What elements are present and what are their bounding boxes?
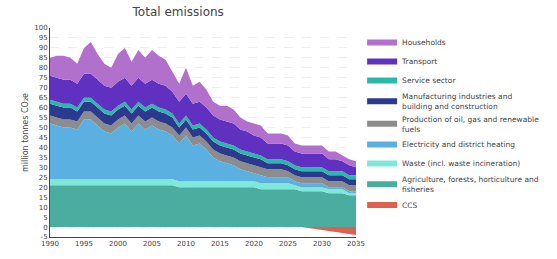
svg-text:2025: 2025 xyxy=(279,240,297,248)
svg-text:45: 45 xyxy=(39,134,48,142)
svg-text:75: 75 xyxy=(39,74,48,82)
svg-text:15: 15 xyxy=(39,194,48,202)
svg-text:20: 20 xyxy=(39,184,48,192)
svg-text:Service sector: Service sector xyxy=(402,76,456,85)
svg-text:Transport: Transport xyxy=(401,57,437,66)
svg-text:25: 25 xyxy=(39,174,48,182)
svg-text:0: 0 xyxy=(43,224,47,232)
svg-text:65: 65 xyxy=(39,94,48,102)
svg-text:1995: 1995 xyxy=(75,240,93,248)
svg-text:5: 5 xyxy=(43,214,47,222)
svg-text:30: 30 xyxy=(39,164,48,172)
svg-text:100: 100 xyxy=(34,24,47,32)
svg-text:Agriculture, forests, horticul: Agriculture, forests, horticulture andfi… xyxy=(402,175,539,194)
svg-text:2000: 2000 xyxy=(109,240,127,248)
svg-text:40: 40 xyxy=(39,144,48,152)
svg-text:-5: -5 xyxy=(41,233,48,241)
svg-text:70: 70 xyxy=(39,84,48,92)
svg-text:2020: 2020 xyxy=(245,240,263,248)
svg-text:90: 90 xyxy=(39,44,48,52)
svg-text:Production of oil, gas and ren: Production of oil, gas and renewablefuel… xyxy=(402,115,539,134)
svg-text:10: 10 xyxy=(39,204,48,212)
svg-text:95: 95 xyxy=(39,34,48,42)
svg-text:Electricity and district heati: Electricity and district heating xyxy=(402,140,515,149)
svg-text:Total emissions: Total emissions xyxy=(132,5,224,19)
svg-text:85: 85 xyxy=(39,54,48,62)
svg-text:55: 55 xyxy=(39,114,48,122)
svg-text:80: 80 xyxy=(39,64,48,72)
svg-text:2035: 2035 xyxy=(347,240,365,248)
svg-text:2030: 2030 xyxy=(313,240,331,248)
svg-text:CCS: CCS xyxy=(402,201,417,210)
svg-text:50: 50 xyxy=(39,124,48,132)
svg-text:million tonnes CO₂e: million tonnes CO₂e xyxy=(21,93,30,172)
svg-text:2005: 2005 xyxy=(143,240,161,248)
svg-text:Households: Households xyxy=(402,38,446,47)
svg-text:Waste (incl. waste incineratio: Waste (incl. waste incineration) xyxy=(402,159,520,168)
svg-text:35: 35 xyxy=(39,154,48,162)
svg-text:1990: 1990 xyxy=(41,240,59,248)
svg-text:2015: 2015 xyxy=(211,240,229,248)
svg-text:2010: 2010 xyxy=(177,240,195,248)
svg-text:60: 60 xyxy=(39,104,48,112)
svg-text:Manufacturing industries andbu: Manufacturing industries andbuilding and… xyxy=(402,92,512,111)
